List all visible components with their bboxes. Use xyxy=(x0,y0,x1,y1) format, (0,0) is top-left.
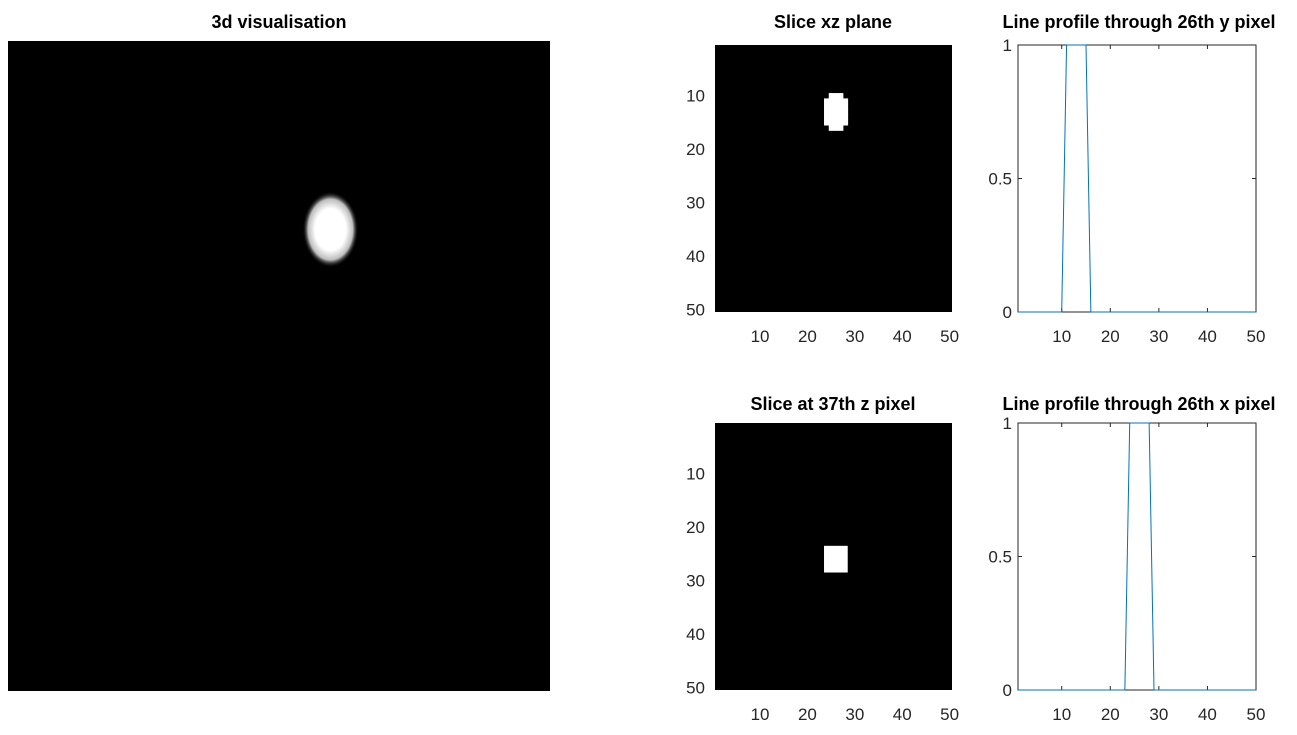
panel-profile-y: Line profile through 26th y pixel 10 20 30… xyxy=(988,12,1275,346)
pixel-cell xyxy=(828,119,834,126)
pixel-cell xyxy=(842,98,849,105)
profile-x-line xyxy=(1018,422,1256,691)
x-tick-label: 50 xyxy=(940,327,959,346)
x-tick-label: 30 xyxy=(845,327,864,346)
pixel-cell xyxy=(833,103,839,110)
volume-render-image xyxy=(8,41,550,691)
pixel-cell xyxy=(833,109,839,115)
x-tick-label: 20 xyxy=(798,705,817,724)
pixel-cell xyxy=(828,114,834,121)
pixel-cell xyxy=(824,119,830,126)
pixel-cell xyxy=(842,114,849,121)
x-tick-label: 20 xyxy=(798,327,817,346)
y-tick-label: 30 xyxy=(686,194,705,213)
slice-xz-image xyxy=(715,45,952,312)
title-profile-x: Line profile through 26th x pixel xyxy=(1002,394,1275,414)
panel-profile-x: Line profile through 26th x pixel 10 20 30… xyxy=(988,394,1275,724)
panel-slice-z37: Slice at 37th z pixel 10 20 30 40 50 10 20 30 40… xyxy=(686,394,959,724)
x-tick-label: 40 xyxy=(1198,327,1217,346)
pixel-cell xyxy=(824,109,830,115)
y-tick-label: 0.5 xyxy=(988,170,1012,189)
profile-x-axes-box xyxy=(1017,422,1257,691)
volume-blob xyxy=(302,191,359,268)
pixel-cell xyxy=(842,103,849,110)
slice-z37-axes: 10 20 30 40 50 10 20 30 40 50 xyxy=(686,465,959,724)
profile-y-line xyxy=(1018,44,1256,313)
pixel-cell xyxy=(842,119,849,126)
pixel-cell xyxy=(824,103,830,110)
pixel-cell xyxy=(828,125,834,131)
x-tick-label: 30 xyxy=(845,705,864,724)
pixel-cell xyxy=(842,109,849,115)
pixel-cell xyxy=(833,119,839,126)
profile-y-axes: 10 20 30 40 50 0 0.5 1 xyxy=(988,36,1265,346)
panel-3d-visualisation: 3d visualisation xyxy=(8,12,550,691)
panel-slice-xz: Slice xz plane 10 20 30 40 50 10 20 30 40 50 xyxy=(686,12,959,346)
x-tick-label: 10 xyxy=(1052,327,1071,346)
x-tick-label: 40 xyxy=(893,327,912,346)
x-tick-label: 50 xyxy=(1247,705,1266,724)
profile-y-axes-box xyxy=(1017,44,1257,313)
pixel-cell xyxy=(838,109,844,115)
x-tick-label: 30 xyxy=(1149,705,1168,724)
x-tick-label: 40 xyxy=(893,705,912,724)
pixel-cell xyxy=(828,109,834,115)
x-tick-label: 20 xyxy=(1101,705,1120,724)
slice-z37-spot xyxy=(824,545,848,573)
y-tick-label: 40 xyxy=(686,247,705,266)
y-tick-label: 20 xyxy=(686,518,705,537)
y-tick-label: 0 xyxy=(1003,681,1012,700)
y-tick-label: 1 xyxy=(1003,414,1012,433)
x-tick-label: 30 xyxy=(1149,327,1168,346)
pixel-cell xyxy=(838,103,844,110)
pixel-cell xyxy=(838,119,844,126)
title-slice-z37: Slice at 37th z pixel xyxy=(750,394,915,414)
x-tick-label: 50 xyxy=(1247,327,1266,346)
slice-xz-axes: 10 20 30 40 50 10 20 30 40 50 xyxy=(686,87,959,346)
pixel-cell xyxy=(833,93,839,99)
x-tick-label: 20 xyxy=(1101,327,1120,346)
x-tick-label: 10 xyxy=(1052,705,1071,724)
pixel-cell xyxy=(838,93,844,99)
pixel-cell xyxy=(833,98,839,105)
x-tick-label: 10 xyxy=(751,327,770,346)
pixel-cell xyxy=(833,114,839,121)
title-3d-visualisation: 3d visualisation xyxy=(211,12,346,32)
y-tick-label: 0.5 xyxy=(988,548,1012,567)
y-tick-label: 10 xyxy=(686,87,705,106)
y-tick-label: 50 xyxy=(686,300,705,319)
pixel-cell xyxy=(828,103,834,110)
x-tick-label: 40 xyxy=(1198,705,1217,724)
slice-xz-pixels xyxy=(824,93,849,131)
x-tick-label: 50 xyxy=(940,705,959,724)
y-tick-label: 50 xyxy=(686,678,705,697)
y-tick-label: 1 xyxy=(1003,36,1012,55)
pixel-cell xyxy=(838,98,844,105)
pixel-cell xyxy=(824,114,830,121)
pixel-cell xyxy=(838,125,844,131)
pixel-cell xyxy=(828,93,834,99)
pixel-cell xyxy=(828,98,834,105)
title-slice-xz: Slice xz plane xyxy=(774,12,892,32)
profile-x-axes: 10 20 30 40 50 0 0.5 1 xyxy=(988,414,1265,724)
title-profile-y: Line profile through 26th y pixel xyxy=(1002,12,1275,32)
y-tick-label: 40 xyxy=(686,625,705,644)
pixel-cell xyxy=(824,98,830,105)
y-tick-label: 10 xyxy=(686,465,705,484)
y-tick-label: 20 xyxy=(686,140,705,159)
x-tick-label: 10 xyxy=(751,705,770,724)
pixel-cell xyxy=(833,125,839,131)
y-tick-label: 0 xyxy=(1003,303,1012,322)
y-tick-label: 30 xyxy=(686,572,705,591)
pixel-cell xyxy=(838,114,844,121)
